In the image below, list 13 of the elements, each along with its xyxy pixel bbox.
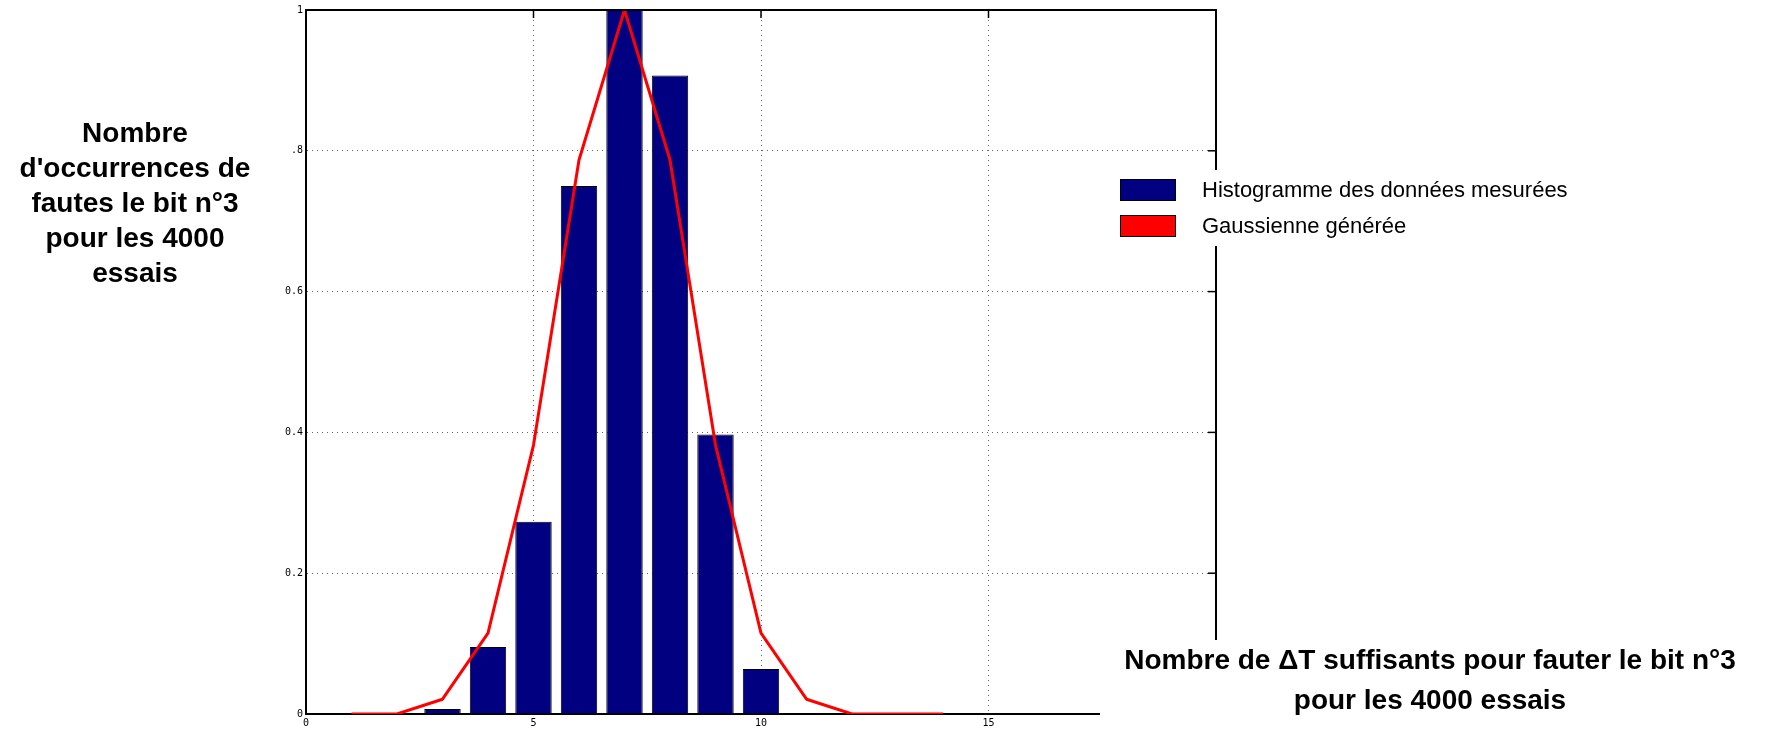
y-tick-label: 0.6 <box>284 285 303 297</box>
y-tick-label: 0.4 <box>284 425 303 437</box>
y-axis-title: Nombre d'occurrences de fautes le bit n°3 pour les 4000 essais <box>18 116 252 290</box>
y-tick-label: 0.2 <box>284 566 303 578</box>
legend-label: Histogramme des données mesurées <box>1202 177 1568 203</box>
x-tick-label: 15 <box>982 716 995 728</box>
x-axis-title: Nombre de ΔT suffisants pour fauter le bit n°3 pour les 4000 essais <box>1100 640 1760 720</box>
y-tick-label: 1 <box>296 3 303 15</box>
y-tick-label: .8 <box>290 144 303 156</box>
x-tick-label: 5 <box>530 716 537 728</box>
x-tick-label: 10 <box>754 716 768 728</box>
y-tick-label: 0 <box>296 707 303 719</box>
legend-label: Gaussienne générée <box>1202 213 1407 239</box>
